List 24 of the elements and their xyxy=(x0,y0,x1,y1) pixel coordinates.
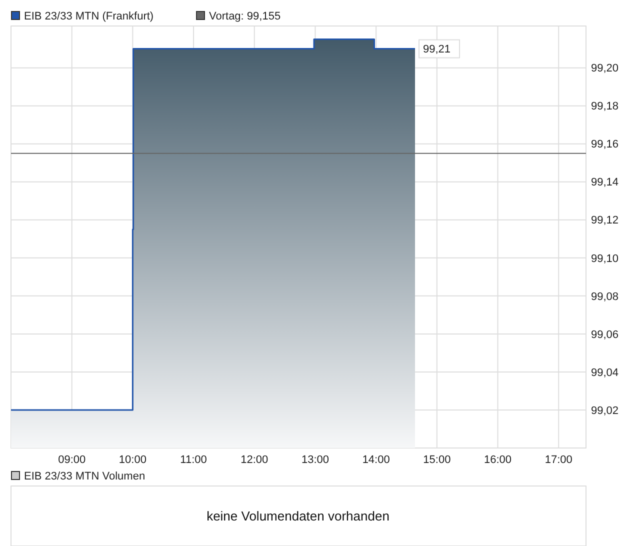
y-tick-label: 99,18 xyxy=(591,100,619,113)
x-tick-label: 12:00 xyxy=(240,454,268,466)
x-tick-label: 15:00 xyxy=(423,454,451,466)
x-tick-label: 13:00 xyxy=(301,454,329,466)
y-tick-label: 99,12 xyxy=(591,214,619,227)
y-tick-label: 99,20 xyxy=(591,62,619,75)
text: EIB 23/33 MTN Volumen xyxy=(24,470,146,482)
y-tick-label: 99,16 xyxy=(591,138,619,151)
x-tick-label: 09:00 xyxy=(58,454,86,466)
x-tick-label: 17:00 xyxy=(544,454,572,466)
x-tick-label: 10:00 xyxy=(118,454,146,466)
y-tick-label: 99,02 xyxy=(591,404,619,417)
y-tick-label: 99,08 xyxy=(591,290,619,303)
y-tick-label: 99,14 xyxy=(591,176,619,189)
legend-label: EIB 23/33 MTN (Frankfurt) xyxy=(24,10,154,22)
y-tick-label: 99,04 xyxy=(591,366,619,379)
y-tick-label: 99,10 xyxy=(591,252,619,265)
x-tick-label: 16:00 xyxy=(484,454,512,466)
y-tick-label: 99,06 xyxy=(591,328,619,341)
text: keine Volumendaten vorhanden xyxy=(206,508,390,524)
legend-label: Vortag: 99,155 xyxy=(209,10,281,22)
x-tick-label: 11:00 xyxy=(180,454,207,466)
annotation: 99,21 xyxy=(423,44,451,56)
x-tick-label: 14:00 xyxy=(362,454,390,466)
